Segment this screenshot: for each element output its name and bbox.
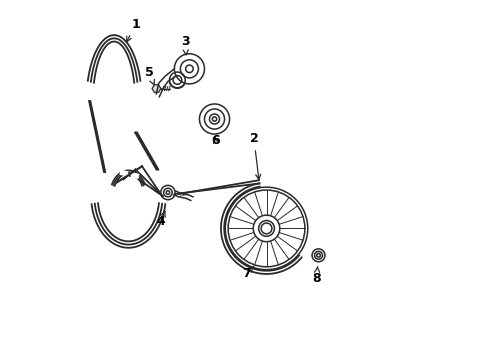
Text: 5: 5 xyxy=(145,66,154,85)
Text: 7: 7 xyxy=(243,266,254,280)
Text: 8: 8 xyxy=(313,266,321,285)
Text: 4: 4 xyxy=(156,212,165,228)
Text: pD: pD xyxy=(180,193,188,198)
Text: 2: 2 xyxy=(249,132,261,179)
Text: 6: 6 xyxy=(211,134,220,147)
Text: 3: 3 xyxy=(181,35,190,55)
Text: 1: 1 xyxy=(127,18,140,42)
Polygon shape xyxy=(152,85,161,92)
